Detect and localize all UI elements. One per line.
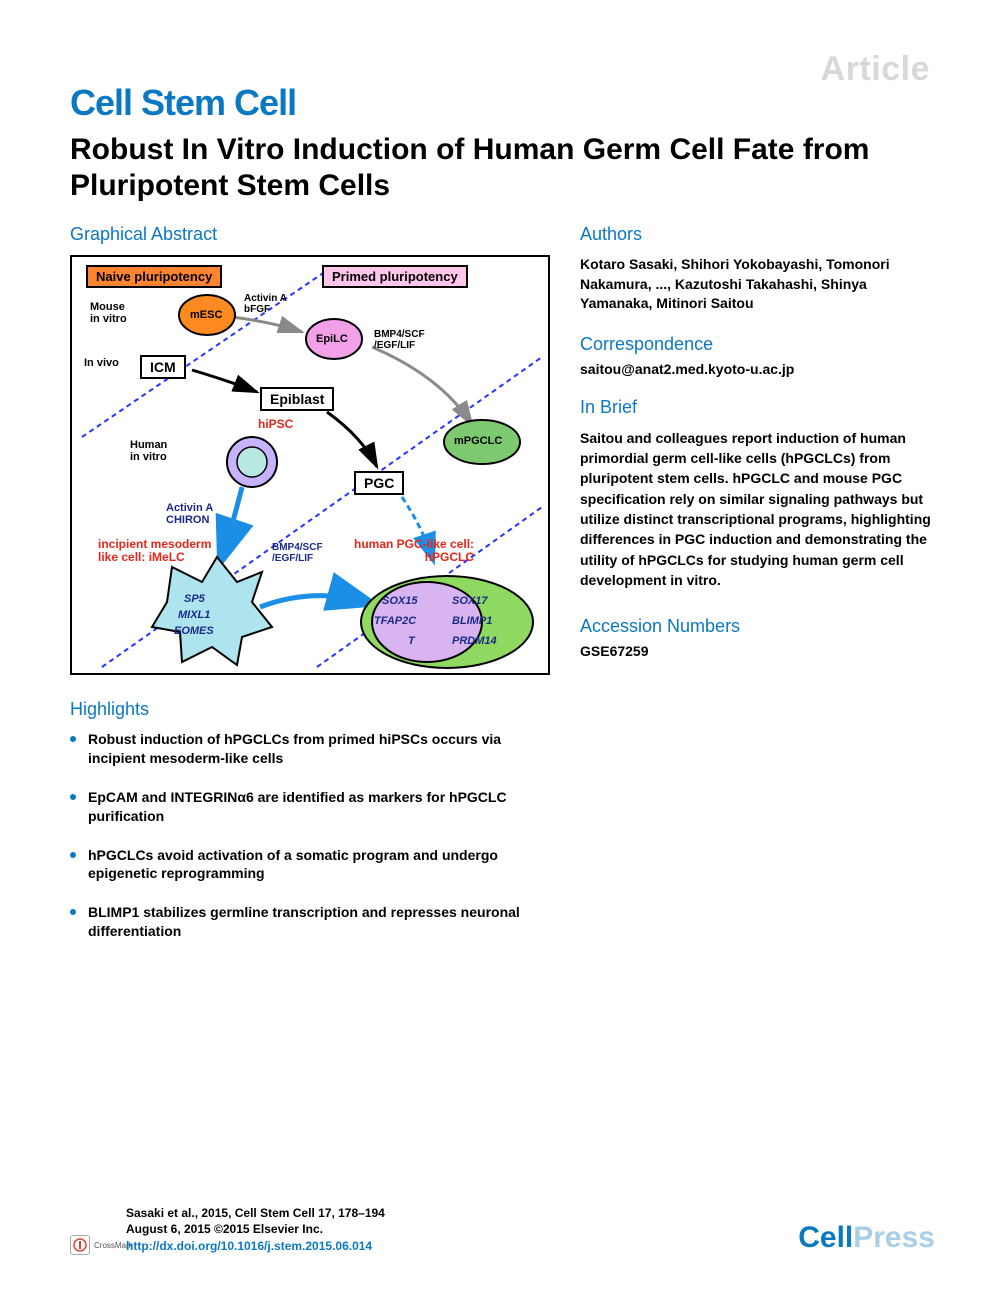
mpgclc-label: mPGCLC (454, 435, 502, 447)
bmp4-bottom-label: BMP4/SCF/EGF/LIF (272, 542, 323, 564)
publisher-logo: CellPress (798, 1221, 935, 1255)
hpgclc-gene-4: T (408, 635, 415, 647)
correspondence-heading: Correspondence (580, 334, 935, 355)
graphical-abstract-heading: Graphical Abstract (70, 224, 550, 245)
hpgclc-gene-2: TFAP2C (374, 615, 416, 627)
hipsc-label: hiPSC (258, 417, 293, 431)
highlight-item: EpCAM and INTEGRINα6 are identified as m… (70, 788, 550, 826)
citation-ref: Sasaki et al., 2015, Cell Stem Cell 17, … (126, 1205, 385, 1222)
citation-date: August 6, 2015 ©2015 Elsevier Inc. (126, 1221, 385, 1238)
icm-box: ICM (140, 355, 186, 379)
highlight-item: BLIMP1 stabilizes germline transcription… (70, 903, 550, 941)
activin-chiron-label: Activin ACHIRON (166, 502, 213, 526)
naive-box: Naive pluripotency (86, 265, 222, 288)
invivo-label: In vivo (84, 357, 119, 369)
bmp4-top-label: BMP4/SCF/EGF/LIF (374, 329, 425, 351)
hpgclc-title: human PGC-like cell:hPGCLC (354, 538, 474, 564)
article-title: Robust In Vitro Induction of Human Germ … (70, 132, 935, 204)
authors-heading: Authors (580, 224, 935, 245)
hpgclc-gene-0: SOX15 (382, 595, 417, 607)
citation-doi[interactable]: http://dx.doi.org/10.1016/j.stem.2015.06… (126, 1238, 385, 1255)
journal-logo: Cell Stem Cell (70, 82, 935, 124)
inbrief-heading: In Brief (580, 397, 935, 418)
hpgclc-gene-3: BLIMP1 (452, 615, 492, 627)
graphical-abstract-figure: Naive pluripotency Primed pluripotency I… (70, 255, 550, 675)
authors-text: Kotaro Sasaki, Shihori Yokobayashi, Tomo… (580, 255, 935, 314)
pgc-box: PGC (354, 471, 404, 495)
imelc-gene-0: SP5 (184, 593, 205, 605)
highlights-heading: Highlights (70, 699, 550, 720)
highlight-item: hPGCLCs avoid activation of a somatic pr… (70, 846, 550, 884)
article-type-label: Article (821, 50, 930, 89)
imelc-gene-2: EOMES (174, 625, 214, 637)
citation-block: Sasaki et al., 2015, Cell Stem Cell 17, … (126, 1205, 385, 1255)
correspondence-email: saitou@anat2.med.kyoto-u.ac.jp (580, 361, 935, 377)
accession-number: GSE67259 (580, 643, 935, 659)
mouse-invitro-label: Mousein vitro (90, 301, 127, 325)
hpgclc-gene-5: PRDM14 (452, 635, 497, 647)
activin-bfgf-label: Activin AbFGF (244, 293, 287, 315)
highlights-list: Robust induction of hPGCLCs from primed … (70, 730, 550, 941)
highlight-item: Robust induction of hPGCLCs from primed … (70, 730, 550, 768)
epilc-label: EpiLC (316, 333, 348, 345)
abstract-svg (72, 257, 548, 673)
accession-heading: Accession Numbers (580, 616, 935, 637)
hpgclc-gene-1: SOX17 (452, 595, 487, 607)
inbrief-text: Saitou and colleagues report induction o… (580, 428, 935, 590)
imelc-gene-1: MIXL1 (178, 609, 210, 621)
human-invitro-label: Humanin vitro (130, 439, 167, 463)
mesc-label: mESC (190, 309, 222, 321)
primed-box: Primed pluripotency (322, 265, 468, 288)
epiblast-box: Epiblast (260, 387, 334, 411)
imelc-title: incipient mesodermlike cell: iMeLC (98, 538, 211, 564)
